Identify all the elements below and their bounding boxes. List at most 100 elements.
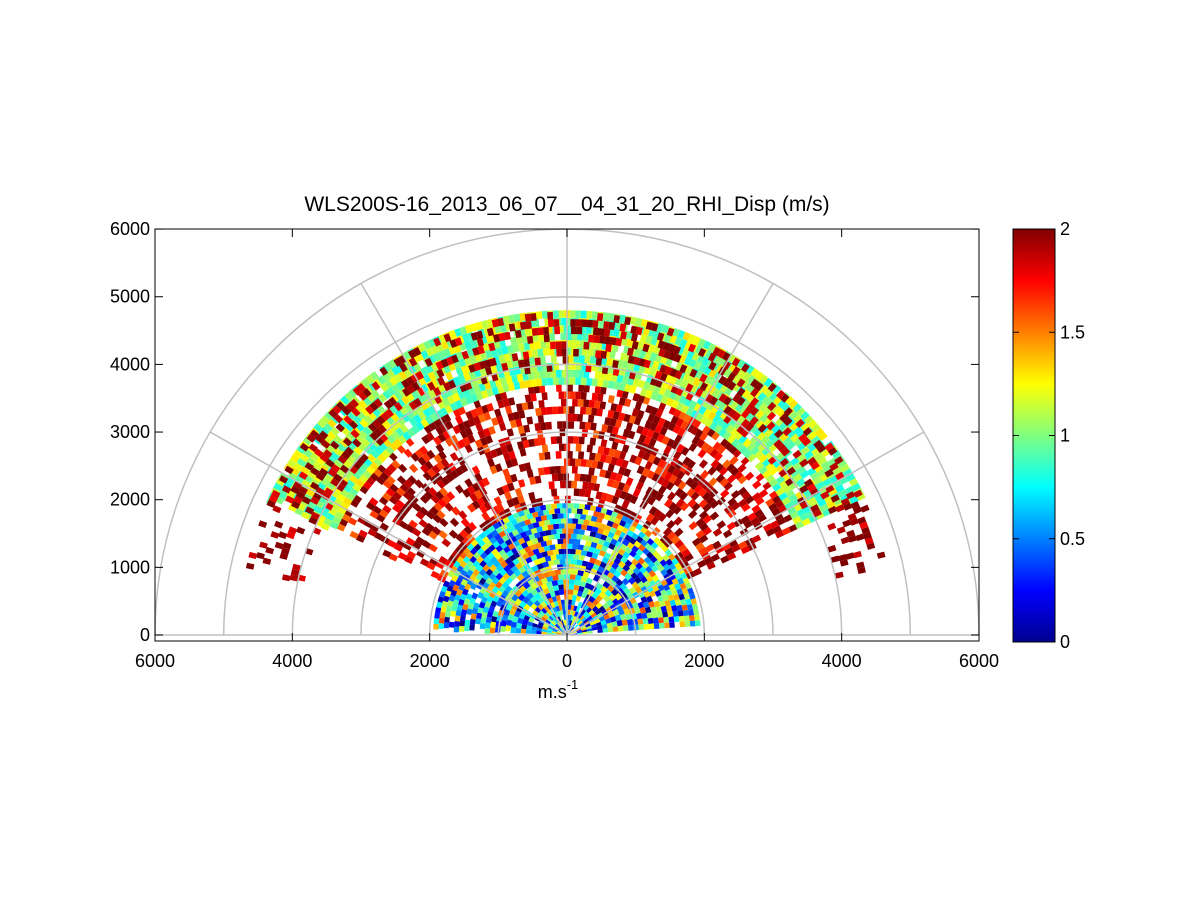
- radar-cell: [539, 385, 546, 393]
- radar-cell: [789, 410, 799, 420]
- radar-cell: [437, 376, 446, 386]
- radar-cell: [466, 485, 476, 495]
- x-tick-label: 2000: [684, 651, 724, 671]
- radar-cell: [765, 462, 775, 472]
- radar-cell: [462, 420, 471, 430]
- radar-cell: [809, 488, 819, 497]
- radar-cell: [528, 507, 536, 514]
- radar-cell: [570, 319, 576, 327]
- radar-cell: [288, 503, 298, 512]
- radar-cell: [332, 447, 343, 456]
- radar-cell: [549, 518, 556, 525]
- radar-cell: [377, 375, 387, 385]
- radar-cell: [470, 582, 478, 591]
- radar-cell: [772, 384, 782, 394]
- radar-cell: [683, 615, 690, 622]
- radar-cell: [622, 539, 630, 547]
- radar-cell: [562, 609, 566, 615]
- radar-cell: [578, 529, 585, 535]
- radar-cell: [790, 433, 800, 443]
- radar-cell: [525, 629, 532, 634]
- radar-cell: [709, 511, 720, 521]
- radar-cell: [490, 621, 496, 628]
- radar-cell: [445, 472, 455, 483]
- radar-cell: [582, 481, 589, 490]
- radar-cell: [796, 407, 806, 417]
- radar-cell: [621, 444, 630, 453]
- radar-cell: [586, 600, 593, 607]
- radar-cell: [598, 549, 606, 557]
- radar-cell: [755, 409, 765, 419]
- radar-cell: [679, 379, 688, 389]
- radar-cell: [705, 495, 716, 505]
- radar-cell: [477, 539, 486, 548]
- radar-cell: [333, 473, 343, 483]
- radar-cell: [498, 530, 507, 538]
- radar-cell: [596, 408, 603, 417]
- radar-cell: [581, 319, 588, 328]
- radar-cell: [523, 603, 531, 611]
- radar-cell: [524, 394, 532, 403]
- colorbar-tick-label: 1.5: [1060, 322, 1085, 342]
- radar-cell: [692, 603, 699, 611]
- radar-cell: [682, 456, 692, 466]
- radar-cell: [578, 370, 585, 378]
- radar-cell: [447, 395, 456, 405]
- radar-cell: [369, 497, 379, 507]
- radar-cell: [466, 608, 473, 615]
- radar-cell: [597, 393, 604, 402]
- radar-cell: [745, 364, 755, 375]
- radar-cell: [494, 408, 502, 418]
- radar-cell: [702, 514, 712, 524]
- radar-cell: [629, 454, 638, 464]
- radar-cell: [590, 541, 598, 549]
- radar-cell: [360, 438, 371, 448]
- radar-cell: [532, 334, 539, 342]
- radar-cell: [584, 613, 591, 619]
- radar-cell: [784, 501, 794, 510]
- radar-cell: [650, 516, 660, 526]
- radar-cell: [605, 617, 612, 624]
- radar-cell: [573, 488, 580, 497]
- radar-cell: [379, 382, 389, 392]
- radar-cell: [469, 624, 475, 631]
- radar-cell: [367, 422, 378, 432]
- radar-cell: [516, 403, 523, 412]
- x-axis: 6000 4000 2000 0 2000 4000 6000: [135, 229, 999, 671]
- radar-cell: [484, 601, 492, 608]
- radar-cell: [441, 494, 451, 504]
- radar-cell: [589, 620, 596, 626]
- radar-cell: [455, 484, 464, 494]
- radar-cell: [445, 420, 454, 430]
- radar-cell: [590, 475, 598, 484]
- radar-cell: [567, 614, 570, 620]
- radar-cell: [646, 551, 654, 559]
- radar-cell: [709, 396, 719, 406]
- radar-cell: [412, 541, 422, 550]
- radar-cell: [736, 396, 746, 406]
- radar-cell: [631, 581, 640, 589]
- radar-cell: [272, 505, 282, 514]
- radar-cell: [736, 387, 746, 397]
- radar-cell: [330, 502, 341, 512]
- radar-cell: [655, 393, 664, 403]
- radar-cell: [583, 399, 590, 408]
- radar-cell: [592, 537, 600, 544]
- radar-cell: [293, 480, 303, 490]
- radar-cell: [568, 625, 571, 631]
- radar-cell: [468, 364, 476, 373]
- radar-cell: [498, 422, 507, 432]
- radar-cell: [527, 371, 535, 380]
- radar-cell: [651, 472, 660, 482]
- radar-cell: [766, 421, 776, 431]
- radar-cell: [520, 541, 529, 549]
- radar-cell: [376, 514, 386, 523]
- radar-cell: [615, 565, 624, 573]
- radar-cell: [415, 510, 425, 520]
- radar-cell: [625, 613, 632, 621]
- radar-cell: [337, 455, 347, 464]
- radar-cell: [682, 577, 690, 585]
- radar-cell: [443, 348, 452, 357]
- radar-cell: [624, 383, 632, 393]
